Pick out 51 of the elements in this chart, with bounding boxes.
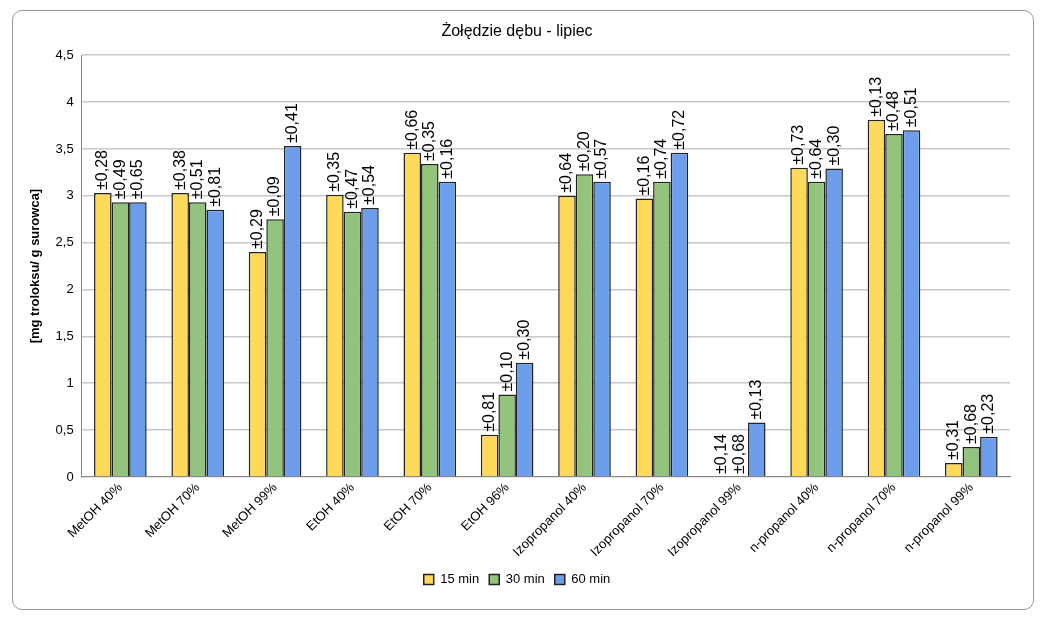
annotation: ±0,54: [360, 164, 378, 205]
chart-title: Żołędzie dębu - lipiec: [441, 21, 593, 40]
annotation: ±0,13: [866, 76, 884, 117]
annotation: ±0,68: [729, 433, 747, 474]
annotation: ±0,31: [944, 419, 962, 460]
annotation: ±0,49: [110, 159, 128, 200]
y-tick-label: 4,5: [55, 46, 74, 62]
y-tick-label: 0: [66, 468, 74, 484]
annotation: ±0,09: [265, 176, 283, 217]
annotation: ±0,73: [789, 124, 807, 165]
annotation: ±0,81: [205, 166, 223, 207]
y-tick-label: 2: [66, 281, 74, 297]
y-tick-label: 0,5: [55, 421, 74, 437]
annotation: ±0,35: [420, 120, 438, 161]
annotation: ±0,38: [170, 149, 188, 190]
annotation: ±0,30: [515, 319, 533, 360]
legend-label: 30 min: [505, 571, 545, 587]
annotation: ±0,68: [961, 403, 979, 444]
legend-label: 60 min: [571, 571, 611, 587]
annotation: ±0,51: [188, 159, 206, 200]
annotation: ±0,16: [437, 138, 455, 179]
annotation: ±0,28: [93, 149, 111, 190]
y-tick-label: 1: [66, 374, 74, 390]
annotation: ±0,72: [669, 109, 687, 150]
y-tick-label: 3: [66, 187, 74, 203]
annotation: ±0,16: [634, 155, 652, 196]
y-tick-label: 2,5: [55, 234, 74, 250]
annotation: ±0,35: [325, 151, 343, 192]
annotation: ±0,64: [557, 152, 575, 193]
annotation: ±0,64: [807, 138, 824, 179]
annotation: ±0,30: [824, 125, 842, 166]
annotation: ±0,14: [712, 433, 730, 474]
y-tick-label: 4: [66, 93, 74, 109]
annotation: ±0,20: [574, 131, 592, 172]
annotation: ±0,13: [747, 379, 765, 420]
y-axis-title: [mg troloksu/ g surowca]: [27, 188, 43, 344]
annotation: ±0,66: [402, 109, 420, 150]
annotation: ±0,41: [283, 103, 301, 144]
y-tick-label: 1,5: [55, 327, 74, 343]
annotation: ±0,74: [652, 138, 670, 179]
annotation: ±0,29: [247, 209, 265, 250]
annotation: ±0,65: [128, 159, 146, 200]
annotation: ±0,10: [497, 351, 515, 392]
annotation: ±0,48: [884, 90, 902, 131]
annotation: ±0,57: [592, 138, 610, 179]
annotation: ±0,51: [901, 87, 919, 128]
annotation: ±0,23: [979, 393, 997, 434]
annotation: ±0,81: [480, 391, 498, 432]
annotation: ±0,47: [342, 168, 360, 209]
legend-label: 15 min: [440, 571, 480, 587]
y-tick-label: 3,5: [55, 140, 74, 156]
